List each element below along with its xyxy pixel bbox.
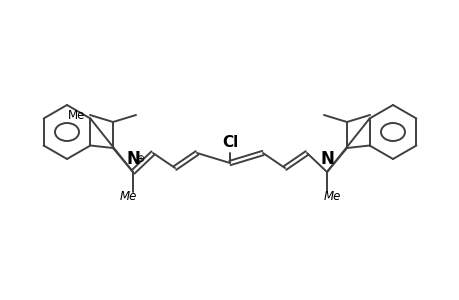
Text: N: N [319,150,333,168]
Text: N: N [126,150,140,168]
Text: ⊕: ⊕ [136,154,144,164]
Text: Me: Me [119,190,136,203]
Text: Cl: Cl [221,135,238,150]
Text: Me: Me [323,190,340,203]
Text: Me: Me [67,109,85,122]
